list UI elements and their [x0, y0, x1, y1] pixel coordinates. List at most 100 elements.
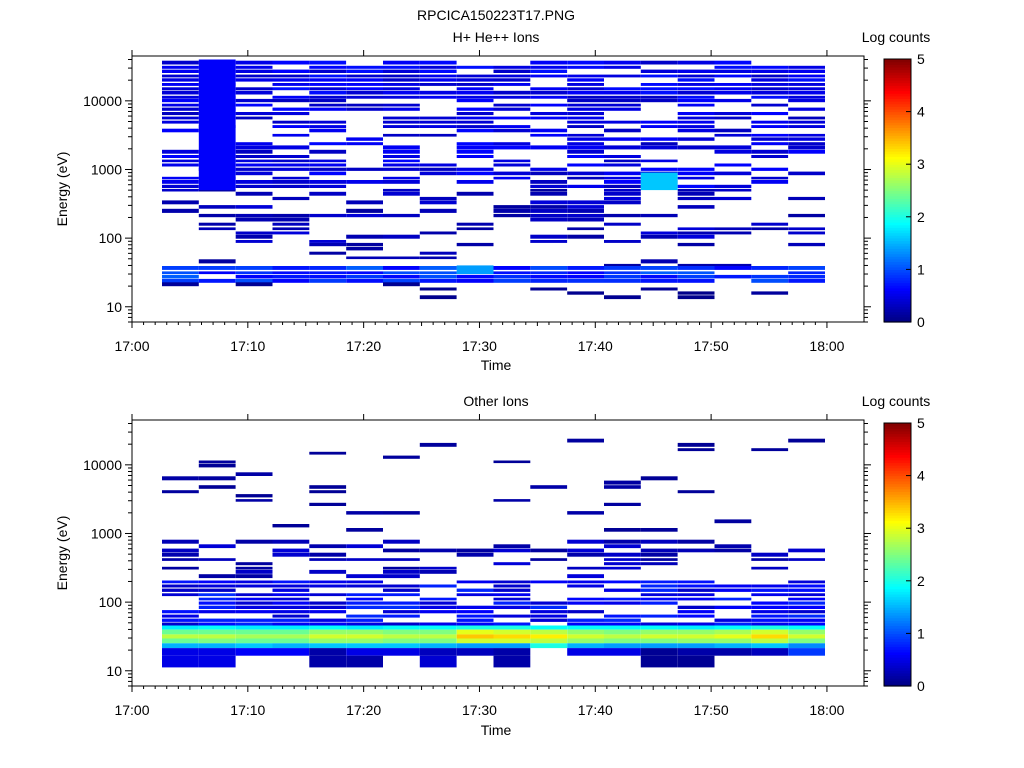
heatmap-cell	[383, 125, 420, 128]
heatmap-cell	[788, 65, 825, 69]
colorbar-swatch	[884, 203, 911, 207]
heatmap-cell	[272, 167, 310, 171]
y-tick-label: 1000	[91, 525, 122, 541]
heatmap-cell	[198, 271, 236, 275]
colorbar-swatch	[884, 444, 911, 448]
heatmap-cell	[272, 584, 310, 588]
colorbar-swatch	[884, 287, 911, 292]
heatmap-cell	[788, 107, 825, 111]
colorbar-swatch	[884, 229, 911, 234]
heatmap-cell	[788, 227, 825, 231]
plot-frame	[131, 55, 865, 323]
heatmap-cell	[235, 112, 273, 116]
colorbar-swatch	[884, 614, 911, 619]
heatmap-cell	[419, 605, 457, 609]
heatmap-cell	[456, 120, 494, 124]
heatmap-cell	[530, 213, 568, 218]
heatmap-cell	[162, 107, 199, 111]
heatmap-cell	[640, 614, 678, 618]
heatmap-cell	[162, 629, 199, 635]
heatmap-cell	[162, 580, 199, 584]
colorbar-swatch	[884, 98, 911, 102]
heatmap-cell	[788, 78, 825, 82]
colorbar-swatch	[884, 664, 911, 669]
heatmap-cell	[456, 242, 494, 247]
heatmap-cell	[567, 95, 604, 99]
heatmap-cell	[677, 176, 715, 180]
heatmap-cell	[456, 149, 494, 154]
heatmap-cell	[272, 593, 310, 597]
heatmap-cell	[198, 648, 236, 656]
heatmap-cell	[419, 208, 457, 213]
colorbar-swatch	[884, 172, 911, 176]
heatmap-cell	[383, 78, 420, 82]
x-tick-label: 17:20	[346, 338, 381, 354]
heatmap-cell	[346, 597, 383, 601]
heatmap-cell	[309, 125, 347, 128]
heatmap-cell	[272, 184, 310, 188]
x-tick-label: 17:50	[694, 338, 729, 354]
heatmap-cell	[640, 120, 678, 124]
heatmap-cell	[640, 552, 678, 557]
heatmap-cell	[567, 539, 604, 544]
heatmap-cell	[309, 60, 347, 65]
x-axis-label: Time	[481, 357, 512, 373]
heatmap-cell	[309, 643, 347, 649]
heatmap-cell	[640, 580, 678, 584]
heatmap-cell	[162, 490, 199, 494]
heatmap-cell	[604, 634, 641, 639]
heatmap-cell	[272, 112, 310, 116]
colorbar-tick-label: 5	[917, 415, 925, 431]
heatmap-cell	[640, 259, 678, 264]
heatmap-cell	[162, 184, 199, 188]
heatmap-cell	[383, 638, 420, 644]
heatmap-cell	[198, 625, 236, 630]
heatmap-cell	[162, 128, 199, 133]
heatmap-cell	[493, 601, 531, 605]
heatmap-cell	[493, 605, 531, 609]
heatmap-cell	[309, 274, 347, 279]
heatmap-cell	[604, 562, 641, 566]
heatmap-cell	[198, 584, 236, 588]
heatmap-cell	[604, 60, 641, 65]
heatmap-cell	[567, 142, 604, 146]
heatmap-cell	[493, 460, 531, 464]
colorbar-swatch	[884, 509, 911, 514]
heatmap-cell	[530, 128, 568, 133]
heatmap-cell	[493, 103, 531, 107]
heatmap-cell	[346, 625, 383, 630]
heatmap-cell	[309, 655, 347, 668]
heatmap-cell	[272, 274, 310, 279]
colorbar-swatch	[884, 641, 911, 645]
heatmap-cell	[272, 610, 310, 614]
heatmap-cell	[162, 558, 199, 561]
heatmap-cell	[235, 90, 273, 95]
heatmap-cell	[419, 601, 457, 605]
heatmap-cell	[309, 625, 347, 630]
heatmap-cell	[419, 638, 457, 644]
heatmap-cell	[162, 282, 199, 287]
heatmap-cell	[162, 120, 199, 124]
heatmap-cell	[714, 548, 752, 553]
heatmap-cell	[419, 610, 457, 614]
colorbar-swatch	[884, 261, 911, 265]
colorbar-swatch	[884, 61, 911, 65]
colorbar-swatch	[884, 599, 911, 603]
heatmap-cell	[346, 528, 383, 532]
heatmap-cell	[235, 159, 273, 163]
heatmap-cell	[383, 511, 420, 515]
heatmap-cell	[272, 83, 310, 86]
heatmap-cell	[751, 558, 789, 561]
heatmap-cell	[309, 159, 347, 163]
heatmap-cell	[567, 120, 604, 124]
heatmap-cell	[493, 271, 531, 275]
heatmap-cell	[383, 149, 420, 154]
heatmap-cell	[419, 83, 457, 86]
colorbar-swatch	[884, 130, 911, 134]
colorbar-swatch	[884, 243, 911, 247]
heatmap-cell	[383, 176, 420, 180]
heatmap-cell	[714, 112, 752, 116]
heatmap-cell	[419, 569, 457, 574]
heatmap-cell	[530, 614, 568, 618]
heatmap-cell	[751, 125, 789, 128]
